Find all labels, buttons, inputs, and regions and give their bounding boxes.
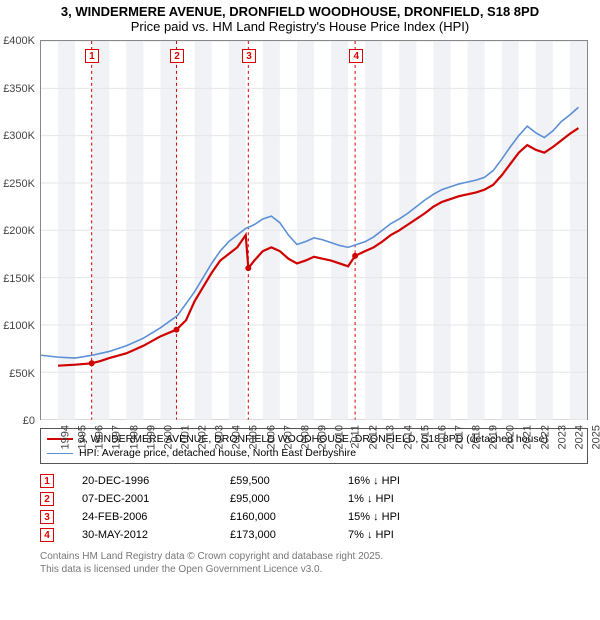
x-tick-label: 2001 <box>179 425 191 449</box>
y-tick-label: £100K <box>3 320 35 332</box>
x-tick-label: 2004 <box>231 425 243 449</box>
x-tick-label: 2003 <box>214 425 226 449</box>
sale-marker-1: 1 <box>85 49 99 63</box>
sale-diff: 16% HPI <box>348 475 448 487</box>
x-tick-label: 2023 <box>556 425 568 449</box>
x-tick-label: 2014 <box>402 425 414 449</box>
x-tick-label: 2024 <box>573 425 585 449</box>
x-tick-label: 2021 <box>522 425 534 449</box>
x-tick-label: 2019 <box>488 425 500 449</box>
x-tick-label: 2005 <box>248 425 260 449</box>
x-tick-label: 2006 <box>265 425 277 449</box>
x-tick-label: 2008 <box>299 425 311 449</box>
sales-table: 1 20-DEC-1996 £59,500 16% HPI 2 07-DEC-2001 £9… <box>40 472 588 544</box>
x-tick-label: 1999 <box>145 425 157 449</box>
sale-row: 2 07-DEC-2001 £95,000 1% HPI <box>40 490 588 508</box>
sale-marker-3: 3 <box>242 49 256 63</box>
y-tick-label: £400K <box>3 35 35 47</box>
legend-item-property: 3, WINDERMERE AVENUE, DRONFIELD WOODHOUS… <box>47 432 581 446</box>
x-tick-label: 1994 <box>59 425 71 449</box>
x-tick-label: 1998 <box>128 425 140 449</box>
sale-row-marker: 4 <box>40 528 54 542</box>
sale-marker-4: 4 <box>349 49 363 63</box>
chart-title-block: 3, WINDERMERE AVENUE, DRONFIELD WOODHOUS… <box>0 0 600 34</box>
title-line1: 3, WINDERMERE AVENUE, DRONFIELD WOODHOUS… <box>0 4 600 19</box>
sale-date: 24-FEB-2006 <box>82 511 202 523</box>
x-tick-label: 2012 <box>368 425 380 449</box>
x-tick-label: 2022 <box>539 425 551 449</box>
sale-row-marker: 2 <box>40 492 54 506</box>
x-tick-label: 2017 <box>453 425 465 449</box>
x-tick-label: 2007 <box>282 425 294 449</box>
down-arrow-icon <box>367 493 373 505</box>
chart-svg <box>41 41 587 420</box>
x-tick-label: 2018 <box>470 425 482 449</box>
down-arrow-icon <box>373 475 379 487</box>
sale-row: 3 24-FEB-2006 £160,000 15% HPI <box>40 508 588 526</box>
price-chart: £0£50K£100K£150K£200K£250K£300K£350K£400… <box>40 40 588 420</box>
y-tick-label: £0 <box>23 415 35 427</box>
sale-diff: 7% HPI <box>348 529 448 541</box>
legend-swatch-hpi <box>47 453 73 454</box>
sale-date: 07-DEC-2001 <box>82 493 202 505</box>
footer: Contains HM Land Registry data © Crown c… <box>40 550 588 576</box>
down-arrow-icon <box>373 511 379 523</box>
footer-line1: Contains HM Land Registry data © Crown c… <box>40 550 588 563</box>
sale-row-marker: 1 <box>40 474 54 488</box>
footer-line2: This data is licensed under the Open Gov… <box>40 563 588 576</box>
y-tick-label: £300K <box>3 130 35 142</box>
title-line2: Price paid vs. HM Land Registry's House … <box>0 19 600 34</box>
x-tick-label: 2015 <box>419 425 431 449</box>
y-tick-label: £150K <box>3 273 35 285</box>
x-tick-label: 2002 <box>196 425 208 449</box>
x-tick-label: 1995 <box>77 425 89 449</box>
y-tick-label: £250K <box>3 178 35 190</box>
sale-price: £173,000 <box>230 529 320 541</box>
x-tick-label: 2020 <box>505 425 517 449</box>
sale-row-marker: 3 <box>40 510 54 524</box>
sale-price: £160,000 <box>230 511 320 523</box>
x-tick-label: 2016 <box>436 425 448 449</box>
x-tick-label: 2013 <box>385 425 397 449</box>
y-tick-label: £50K <box>9 368 35 380</box>
x-tick-label: 2009 <box>316 425 328 449</box>
x-tick-label: 2011 <box>350 425 362 449</box>
sale-row: 4 30-MAY-2012 £173,000 7% HPI <box>40 526 588 544</box>
y-tick-label: £350K <box>3 83 35 95</box>
x-tick-label: 2010 <box>333 425 345 449</box>
down-arrow-icon <box>367 529 373 541</box>
x-tick-label: 1996 <box>94 425 106 449</box>
sale-price: £95,000 <box>230 493 320 505</box>
x-tick-label: 2000 <box>162 425 174 449</box>
x-tick-label: 2025 <box>590 425 600 449</box>
legend-item-hpi: HPI: Average price, detached house, Nort… <box>47 446 581 460</box>
sale-price: £59,500 <box>230 475 320 487</box>
y-tick-label: £200K <box>3 225 35 237</box>
sale-date: 20-DEC-1996 <box>82 475 202 487</box>
sale-date: 30-MAY-2012 <box>82 529 202 541</box>
x-tick-label: 1997 <box>111 425 123 449</box>
sale-diff: 1% HPI <box>348 493 448 505</box>
sale-marker-2: 2 <box>170 49 184 63</box>
sale-diff: 15% HPI <box>348 511 448 523</box>
sale-row: 1 20-DEC-1996 £59,500 16% HPI <box>40 472 588 490</box>
